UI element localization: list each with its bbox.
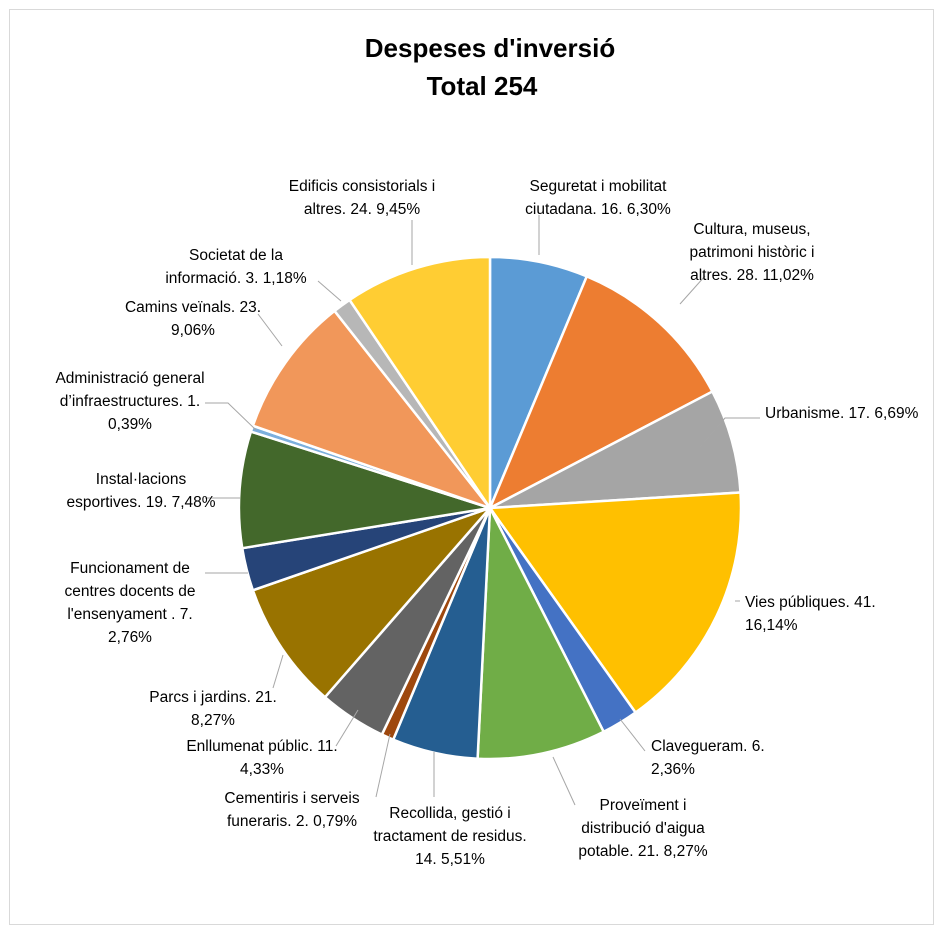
data-label-line: Cultura, museus, (693, 221, 810, 238)
data-label-line: Clavegueram. 6. (651, 738, 765, 755)
data-label-line: centres docents de (65, 583, 196, 600)
data-label-line: 0,39% (108, 416, 152, 433)
leader-line-6 (552, 756, 576, 806)
leader-line-15 (317, 280, 342, 302)
leader-line-9 (335, 709, 359, 747)
data-label-5: Clavegueram. 6. 2,36% (651, 738, 765, 778)
data-label-14: Camins veïnals. 23. 9,06% (125, 299, 261, 339)
data-label-line: 14. 5,51% (415, 851, 485, 868)
data-label-line: Seguretat i mobilitat (530, 178, 668, 195)
leader-line-3 (699, 417, 760, 448)
data-label-line: Edificis consistorials i (289, 178, 435, 195)
pie-slice-10 (251, 505, 495, 699)
data-label-line: Camins veïnals. 23. (125, 299, 261, 316)
data-label-line: distribució d'aigua (581, 820, 705, 837)
data-label-line: patrimoni històric i (690, 244, 815, 261)
leader-lines (205, 215, 760, 806)
leader-line-10 (272, 654, 284, 689)
data-label-10: Parcs i jardins. 21. 8,27% (149, 689, 277, 729)
data-label-line: ciutadana. 16. 6,30% (525, 201, 671, 218)
data-labels: Seguretat i mobilitat ciutadana. 16. 6,30… (55, 178, 918, 868)
data-label-16: Edificis consistorials i altres. 24. 9,45… (289, 178, 435, 218)
data-label-line: 9,06% (171, 322, 215, 339)
data-label-line: Instal·lacions (96, 471, 187, 488)
data-label-9: Enllumenat públic. 11. 4,33% (186, 738, 337, 778)
data-label-line: Societat de la (189, 247, 283, 264)
data-label-line: Administració general (55, 370, 204, 387)
data-label-line: l'ensenyament . 7. (67, 606, 192, 623)
chart-title: Despeses d'inversió (365, 33, 615, 63)
data-label-12: Instal·lacions esportives. 19. 7,48% (66, 471, 215, 511)
data-label-8: Cementiris i serveis funeraris. 2. 0,79% (224, 790, 359, 830)
data-label-line: altres. 24. 9,45% (304, 201, 421, 218)
data-label-2: Cultura, museus, patrimoni històric i altr… (690, 221, 815, 284)
pie-slice-4 (487, 491, 743, 715)
data-label-line: Funcionament de (70, 560, 190, 577)
data-label-line: 8,27% (191, 712, 235, 729)
pie-slice-14 (251, 309, 494, 511)
data-label-line: Vies públiques. 41. (745, 594, 876, 611)
chart-subtitle: Total 254 (427, 71, 538, 101)
pie-slices (237, 255, 743, 761)
data-label-6: Proveïment i distribució d'aigua potable. … (578, 797, 707, 860)
leader-line-2 (679, 275, 706, 305)
data-label-line: informació. 3. 1,18% (165, 270, 307, 287)
leader-line-14 (257, 313, 283, 347)
data-label-1: Seguretat i mobilitat ciutadana. 16. 6,30… (525, 178, 671, 218)
leader-line-5 (619, 718, 646, 752)
data-label-15: Societat de la informació. 3. 1,18% (165, 247, 307, 287)
data-label-line: 16,14% (745, 617, 798, 634)
leader-line-8 (375, 733, 391, 798)
data-label-line: 2,36% (651, 761, 695, 778)
data-label-line: Urbanisme. 17. 6,69% (765, 405, 919, 422)
data-label-line: altres. 28. 11,02% (690, 267, 814, 284)
data-label-4: Vies públiques. 41. 16,14% (745, 594, 876, 634)
pie-slice-6 (476, 503, 606, 761)
data-label-line: Enllumenat públic. 11. (186, 738, 337, 755)
data-label-line: esportives. 19. 7,48% (66, 494, 215, 511)
data-label-3: Urbanisme. 17. 6,69% (765, 405, 919, 422)
data-label-line: d’infraestructures. 1. (60, 393, 200, 410)
pie-slice-16 (347, 255, 492, 513)
data-label-7: Recollida, gestió i tractament de residus… (373, 805, 526, 868)
data-label-line: funeraris. 2. 0,79% (227, 813, 357, 830)
leader-line-13 (205, 402, 257, 431)
data-label-line: Recollida, gestió i (389, 805, 510, 822)
data-label-line: 2,76% (108, 629, 152, 646)
data-label-line: 4,33% (240, 761, 284, 778)
data-label-11: Funcionament de centres docents de l'ensen… (65, 560, 196, 646)
data-label-line: potable. 21. 8,27% (578, 843, 707, 860)
data-label-line: Cementiris i serveis (224, 790, 359, 807)
data-label-line: Proveïment i (599, 797, 686, 814)
data-label-13: Administració general d’infraestructures.… (55, 370, 204, 433)
pie-slice-12 (237, 430, 491, 550)
data-label-line: Parcs i jardins. 21. (149, 689, 277, 706)
data-label-line: tractament de residus. (373, 828, 526, 845)
pie-slice-2 (487, 274, 715, 511)
